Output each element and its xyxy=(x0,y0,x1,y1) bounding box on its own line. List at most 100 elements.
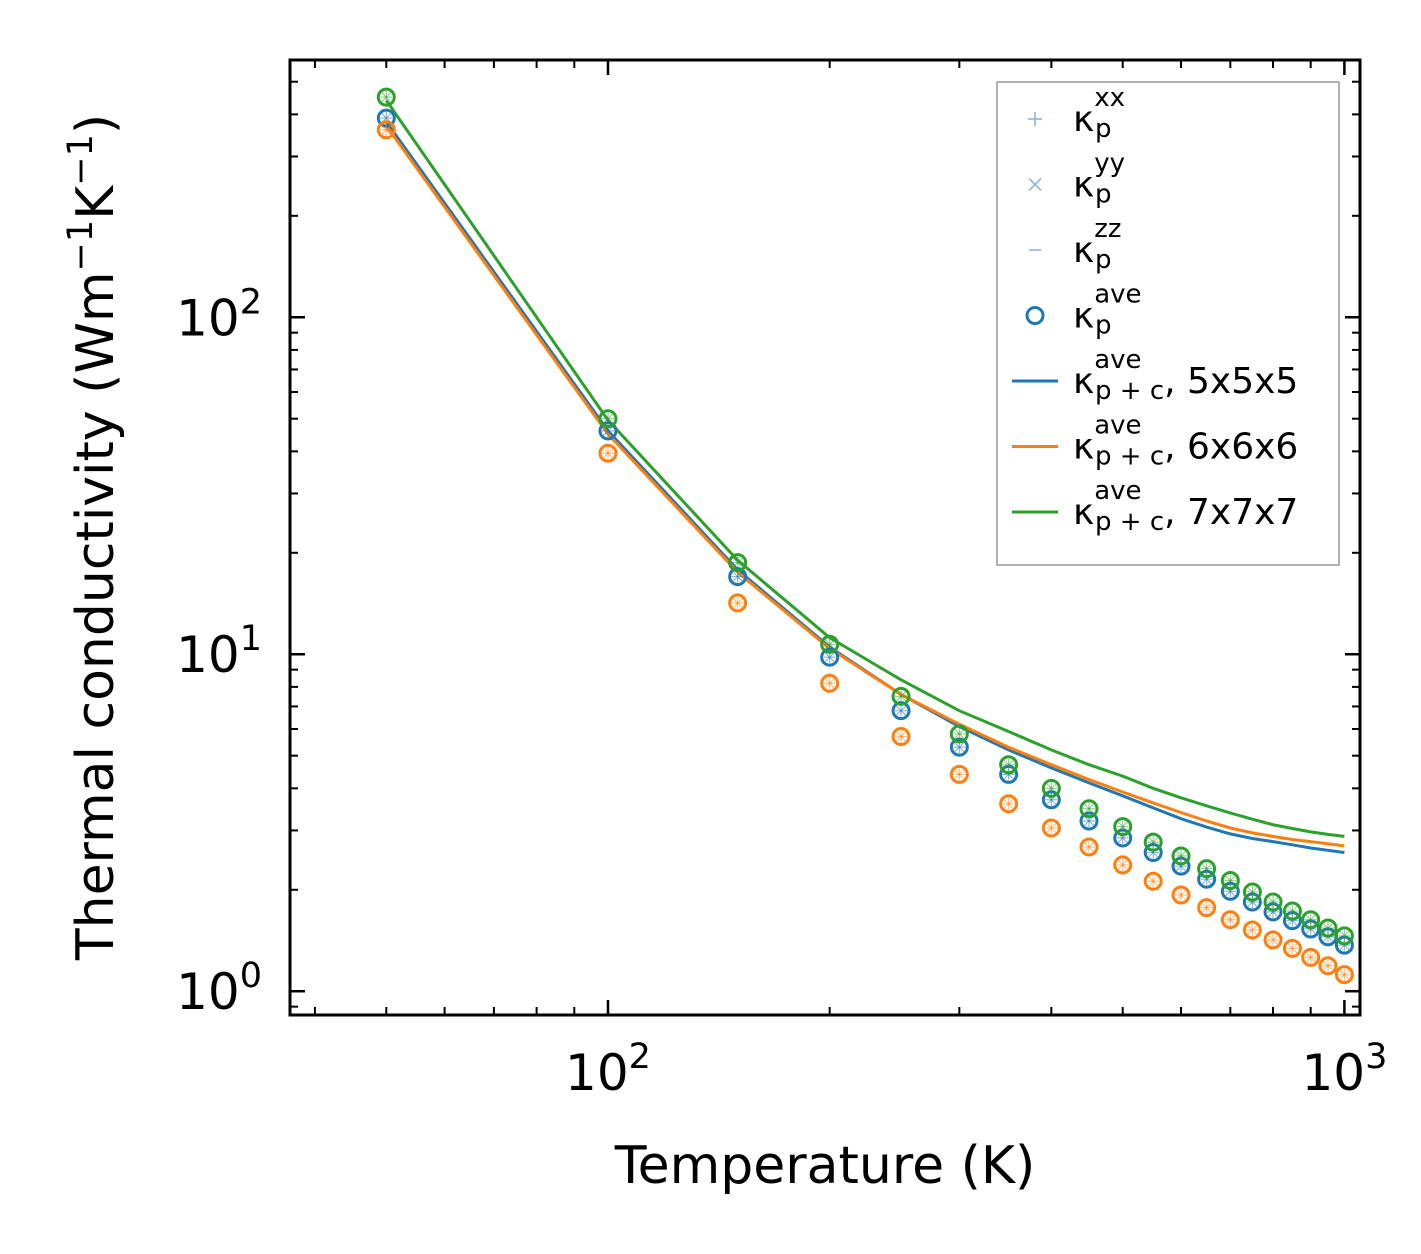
y-tick-label-exp: 2 xyxy=(240,282,262,322)
major-ticks xyxy=(290,60,1360,1015)
point-circle xyxy=(949,724,969,744)
data-point-7x7x7 xyxy=(1242,882,1262,902)
data-point-7x7x7 xyxy=(999,755,1019,775)
point-cross-b xyxy=(896,705,906,716)
legend-cross-marker xyxy=(1028,177,1042,192)
point-circle xyxy=(598,409,618,429)
y-axis-label-mid: K xyxy=(66,184,126,220)
point-cross-b xyxy=(1117,860,1128,870)
y-tick-label-base: 10 xyxy=(176,626,240,684)
point-cross-b xyxy=(603,448,613,459)
data-point-6x6x6 xyxy=(1220,910,1240,930)
data-point-6x6x6 xyxy=(1113,855,1133,875)
legend-label-sup: ave xyxy=(1094,280,1141,310)
point-circle xyxy=(1318,918,1338,938)
data-point-6x6x6 xyxy=(1079,837,1099,857)
point-cross-b xyxy=(896,731,906,742)
legend-label-symbol: κ xyxy=(1073,230,1094,271)
point-circle xyxy=(1301,947,1321,967)
point-circle xyxy=(1301,910,1321,930)
data-point-7x7x7 xyxy=(1143,832,1163,852)
legend-entry-3: κave p xyxy=(1025,280,1142,341)
data-point-7x7x7 xyxy=(949,724,969,744)
legend-entry-6: κave p + c, 7x7x7 xyxy=(1012,476,1298,537)
point-circle xyxy=(820,673,840,693)
legend-label-sub: p xyxy=(1095,114,1112,144)
point-circle xyxy=(1282,938,1302,958)
point-cross-b xyxy=(1148,876,1159,887)
data-point-7x7x7 xyxy=(1282,901,1302,921)
point-cross-b xyxy=(603,413,613,424)
point-circle xyxy=(999,794,1019,814)
legend-label-symbol: κ xyxy=(1073,165,1094,206)
point-circle xyxy=(1263,892,1283,912)
point-circle xyxy=(1220,910,1240,930)
y-tick-label: 100 xyxy=(176,956,262,1021)
point-circle xyxy=(999,755,1019,775)
data-point-7x7x7 xyxy=(1171,846,1191,866)
legend-label-sup: ave xyxy=(1094,476,1141,506)
point-cross-b xyxy=(1305,952,1316,963)
legend-label: κzz p xyxy=(1073,214,1122,275)
point-circle xyxy=(1197,859,1217,879)
legend-box xyxy=(996,81,1340,566)
data-point-6x6x6 xyxy=(820,673,840,693)
legend-label: κave p + c, 6x6x6 xyxy=(1073,411,1298,472)
point-cross-b xyxy=(1268,897,1278,907)
point-cross-b xyxy=(1046,783,1057,794)
point-cross-b xyxy=(1287,906,1298,916)
point-circle xyxy=(1143,832,1163,852)
legend-label-symbol: κ xyxy=(1073,99,1094,140)
point-cross-b xyxy=(732,557,743,568)
point-circle xyxy=(1113,855,1133,875)
point-circle xyxy=(598,443,618,463)
point-cross-b xyxy=(381,124,392,135)
legend-label-sup: xx xyxy=(1094,83,1125,113)
point-circle xyxy=(1318,956,1338,976)
legend-label-sub: p xyxy=(1095,180,1112,210)
point-cross-b xyxy=(1084,803,1094,814)
data-point-6x6x6 xyxy=(1318,956,1338,976)
y-tick-label-exp: 1 xyxy=(240,619,262,659)
point-circle xyxy=(1041,818,1061,838)
legend-label-suffix: , 5x5x5 xyxy=(1164,361,1298,402)
point-circle xyxy=(1079,837,1099,857)
series-line-7x7x7 xyxy=(385,99,1345,838)
data-point-7x7x7 xyxy=(1197,859,1217,879)
data-point-7x7x7 xyxy=(1263,892,1283,912)
point-circle xyxy=(820,634,840,654)
point-circle xyxy=(891,727,911,747)
point-circle xyxy=(1282,901,1302,921)
point-circle xyxy=(891,686,911,706)
point-cross-b xyxy=(1117,821,1128,832)
data-point-6x6x6 xyxy=(1041,818,1061,838)
legend-label: κave p + c, 7x7x7 xyxy=(1073,476,1298,537)
data-point-6x6x6 xyxy=(1143,871,1163,891)
point-circle xyxy=(949,764,969,784)
legend-label: κave p xyxy=(1073,280,1142,341)
legend-entry-2: κzz p xyxy=(1029,214,1122,275)
series-points xyxy=(376,87,1354,985)
legend-label-sub: p + c xyxy=(1095,507,1164,537)
data-point-6x6x6 xyxy=(1301,947,1321,967)
axes-frame xyxy=(288,58,1362,1017)
y-tick-label-base: 10 xyxy=(176,963,240,1021)
point-cross-b xyxy=(1323,923,1333,933)
point-circle xyxy=(1334,965,1354,985)
data-point-6x6x6 xyxy=(1242,920,1262,940)
point-circle xyxy=(1113,817,1133,837)
point-cross-b xyxy=(824,639,835,650)
point-cross-b xyxy=(824,652,835,663)
legend-entry-5: κave p + c, 6x6x6 xyxy=(1012,411,1298,472)
point-cross-b xyxy=(1225,875,1236,886)
legend-label-sup: ave xyxy=(1094,411,1141,441)
legend-label-sup: zz xyxy=(1094,214,1121,244)
legend-circle-marker xyxy=(1025,306,1045,325)
data-point-7x7x7 xyxy=(891,686,911,706)
x-tick-label: 103 xyxy=(1301,1037,1387,1102)
data-point-7x7x7 xyxy=(1113,817,1133,837)
data-point-6x6x6 xyxy=(1282,938,1302,958)
point-cross-b xyxy=(732,571,743,582)
point-cross-b xyxy=(1148,837,1159,848)
